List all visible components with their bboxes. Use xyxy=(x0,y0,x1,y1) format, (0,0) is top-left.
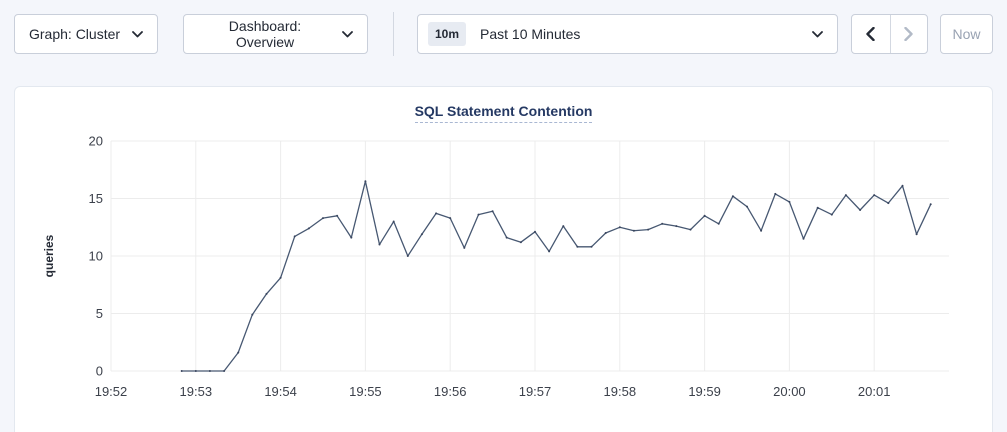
chevron-down-icon xyxy=(812,30,823,37)
data-point xyxy=(435,212,438,215)
data-point xyxy=(844,194,847,197)
time-range-dropdown[interactable]: 10m Past 10 Minutes xyxy=(417,14,838,54)
data-point xyxy=(774,192,777,195)
x-tick-label: 20:00 xyxy=(773,384,806,399)
data-point xyxy=(760,229,763,232)
data-point xyxy=(788,200,791,203)
data-point xyxy=(632,229,635,232)
series-line xyxy=(181,180,932,372)
data-point xyxy=(406,255,409,257)
prev-time-button[interactable] xyxy=(852,15,890,53)
toolbar: Graph: Cluster Dashboard: Overview 10m P… xyxy=(0,0,1007,70)
x-tick-label: 19:56 xyxy=(434,384,467,399)
y-tick-label: 10 xyxy=(89,249,103,264)
data-point xyxy=(237,351,240,354)
x-tick-label: 20:01 xyxy=(858,384,891,399)
time-range-label: Past 10 Minutes xyxy=(480,26,581,42)
data-point xyxy=(746,205,748,208)
x-tick-label: 19:59 xyxy=(688,384,721,399)
data-point xyxy=(901,184,904,187)
chart-card: 0 5 10 15 20 19:52 19:53 19:54 19:55 19:56 19:57 19… xyxy=(14,86,993,432)
data-point xyxy=(265,292,268,295)
time-nav-group xyxy=(851,14,928,54)
toolbar-divider xyxy=(393,12,394,56)
graph-dropdown[interactable]: Graph: Cluster xyxy=(14,14,158,54)
data-point xyxy=(322,217,324,220)
y-tick-label: 20 xyxy=(89,134,103,149)
data-point xyxy=(816,206,819,209)
chart-title-row: SQL Statement Contention xyxy=(15,103,992,123)
graph-dropdown-label: Graph: Cluster xyxy=(29,26,121,42)
data-point xyxy=(463,246,466,249)
data-point xyxy=(293,235,296,238)
y-tick-label: 5 xyxy=(96,306,103,321)
data-point xyxy=(675,225,678,228)
x-tick-label: 19:52 xyxy=(95,384,128,399)
data-point xyxy=(336,214,339,217)
data-point xyxy=(703,214,706,217)
chevron-right-icon xyxy=(904,27,913,41)
data-point xyxy=(929,203,932,206)
data-point xyxy=(420,233,423,236)
chevron-down-icon xyxy=(342,30,353,37)
x-tick-label: 19:54 xyxy=(264,384,297,399)
y-tick-label: 15 xyxy=(89,191,103,206)
data-point xyxy=(661,222,664,225)
data-point xyxy=(873,194,876,197)
data-point xyxy=(717,222,720,225)
data-point xyxy=(859,209,862,211)
data-point xyxy=(251,313,254,316)
chevron-down-icon xyxy=(132,30,143,37)
chart-canvas: 0 5 10 15 20 19:52 19:53 19:54 19:55 19:56 19:57 19… xyxy=(42,134,949,399)
dashboard-dropdown[interactable]: Dashboard: Overview xyxy=(183,14,368,54)
data-point xyxy=(279,276,282,279)
x-tick-label: 19:58 xyxy=(604,384,637,399)
data-point xyxy=(887,202,890,205)
dashboard-dropdown-label: Dashboard: Overview xyxy=(228,18,302,50)
data-point xyxy=(449,217,452,220)
data-point xyxy=(505,236,508,239)
data-point xyxy=(731,195,734,198)
x-tick-label: 19:55 xyxy=(349,384,382,399)
x-tick-label: 19:53 xyxy=(180,384,213,399)
data-point xyxy=(392,220,395,223)
y-tick-label: 0 xyxy=(96,364,103,379)
data-point xyxy=(208,370,211,372)
data-point xyxy=(689,228,692,231)
data-point xyxy=(477,213,480,216)
data-point xyxy=(378,243,381,246)
x-tick-label: 19:57 xyxy=(519,384,552,399)
data-point xyxy=(647,228,650,231)
data-point xyxy=(364,180,367,183)
data-point xyxy=(350,236,353,239)
data-point xyxy=(548,250,551,253)
data-point xyxy=(562,225,565,228)
data-point xyxy=(576,245,579,248)
data-point xyxy=(830,213,833,216)
y-axis-label: queries xyxy=(42,234,56,277)
data-point xyxy=(802,237,805,240)
data-point xyxy=(491,210,494,213)
chevron-left-icon xyxy=(866,27,875,41)
data-point xyxy=(534,230,536,233)
data-point xyxy=(519,241,522,244)
data-point xyxy=(223,370,226,372)
data-point xyxy=(180,370,183,372)
data-point xyxy=(194,370,197,372)
data-point xyxy=(915,233,918,236)
data-point xyxy=(307,227,310,230)
time-range-badge: 10m xyxy=(428,22,467,46)
now-button[interactable]: Now xyxy=(940,14,993,54)
chart-title[interactable]: SQL Statement Contention xyxy=(414,103,593,123)
now-button-label: Now xyxy=(952,26,981,42)
data-point xyxy=(604,232,607,234)
next-time-button[interactable] xyxy=(889,15,928,53)
data-point xyxy=(590,245,593,248)
data-point xyxy=(618,226,621,229)
